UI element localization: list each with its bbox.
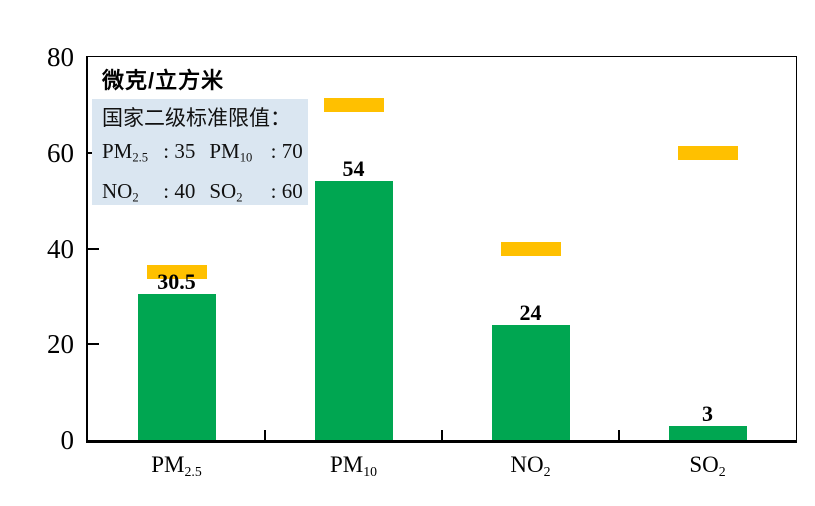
x-axis-tick-mark [618, 430, 620, 440]
x-axis-label-so2: SO2 [689, 452, 726, 479]
value-label-pm25: 30.5 [157, 268, 196, 294]
plot-area: 微克/立方米 国家二级标准限值： PM2.5 : 35 PM10 : 70 NO2… [86, 56, 797, 443]
value-label-so2: 3 [702, 400, 713, 426]
limit-marker-pm25 [146, 265, 207, 280]
chem-name: PM2.5 [102, 139, 149, 165]
legend-row: PM2.5 : 35 PM10 : 70 [102, 135, 303, 175]
limit-marker-pm10 [323, 97, 384, 112]
value-label-pm10: 54 [342, 156, 365, 182]
y-axis-tick-label: 0 [60, 425, 75, 455]
limit-marker-no2 [500, 241, 561, 256]
standards-legend: 国家二级标准限值： PM2.5 : 35 PM10 : 70 NO2 : 40 SO… [92, 99, 308, 205]
legend-item-no2: NO2 : 40 [102, 179, 195, 205]
bar-no2 [491, 325, 570, 440]
x-axis-tick-mark [264, 430, 266, 440]
chem-name: PM10 [209, 139, 253, 165]
unit-label: 微克/立方米 [102, 68, 225, 93]
bar-pm10 [314, 181, 393, 440]
x-axis-label-pm25: PM2.5 [151, 452, 202, 479]
legend-row: NO2 : 40 SO2 : 60 [102, 175, 303, 215]
x-axis-label-pm10: PM10 [329, 452, 378, 479]
x-axis-tick-mark [441, 430, 443, 440]
value-label-no2: 24 [519, 300, 542, 326]
y-axis-tick-label: 40 [47, 233, 74, 264]
legend-item-so2: SO2 : 60 [209, 179, 302, 205]
y-axis-tick-mark [88, 343, 99, 346]
legend-heading: 国家二级标准限值： [102, 106, 291, 130]
chem-name: NO2 [102, 178, 139, 205]
legend-item-pm10: PM10 : 70 [209, 139, 302, 165]
chem-name: SO2 [209, 178, 243, 205]
y-axis-tick-label: 80 [47, 42, 74, 72]
legend-item-pm25: PM2.5 : 35 [102, 139, 195, 165]
y-axis-tick-mark [88, 247, 99, 250]
limit-marker-so2 [677, 145, 738, 160]
y-axis-tick-label: 60 [47, 137, 74, 168]
bar-so2 [668, 425, 747, 440]
y-axis-tick-label: 20 [47, 329, 74, 360]
bar-pm25 [137, 293, 216, 440]
x-axis-label-no2: NO2 [510, 452, 551, 479]
